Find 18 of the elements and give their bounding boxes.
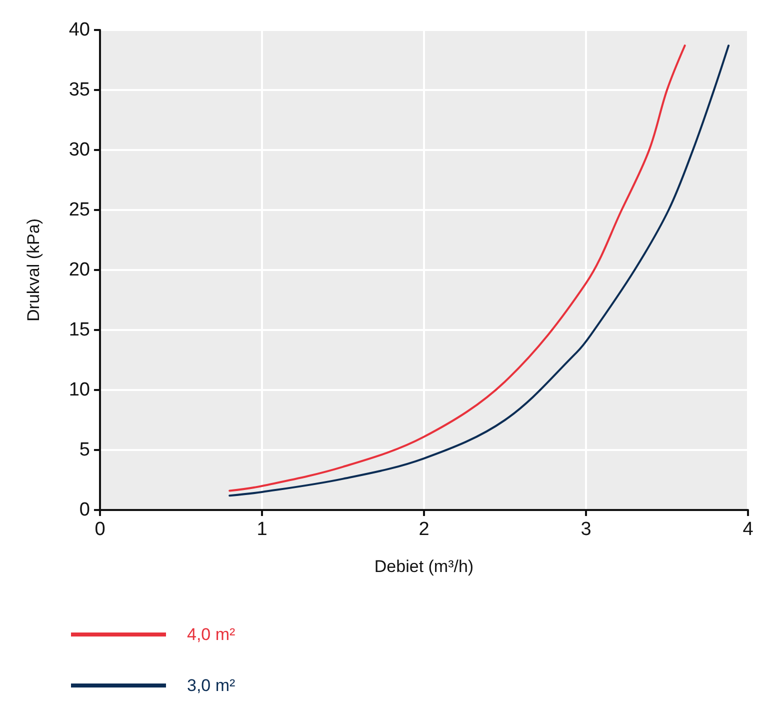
y-tick-label: 25 bbox=[68, 200, 90, 220]
text: 3,0 m² bbox=[187, 676, 236, 695]
y-tick-label: 10 bbox=[68, 380, 90, 400]
x-tick-label: 3 bbox=[580, 519, 592, 540]
y-tick-label: 35 bbox=[68, 80, 90, 100]
y-tick-label: 40 bbox=[68, 20, 90, 40]
x-tick-label: 0 bbox=[94, 519, 106, 540]
x-axis-title: Debiet (m³/h) bbox=[374, 557, 474, 576]
x-tick-label: 4 bbox=[742, 519, 754, 540]
y-tick-label: 20 bbox=[68, 260, 90, 280]
y-tick-label: 15 bbox=[68, 320, 90, 340]
y-tick-label: 5 bbox=[79, 440, 90, 460]
y-axis-title: Drukval (kPa) bbox=[24, 218, 43, 322]
text: 4,0 m² bbox=[187, 625, 236, 644]
x-tick-label: 1 bbox=[256, 519, 268, 540]
y-tick-label: 0 bbox=[79, 500, 90, 520]
y-tick-label: 30 bbox=[68, 140, 90, 160]
x-tick-label: 2 bbox=[418, 519, 430, 540]
